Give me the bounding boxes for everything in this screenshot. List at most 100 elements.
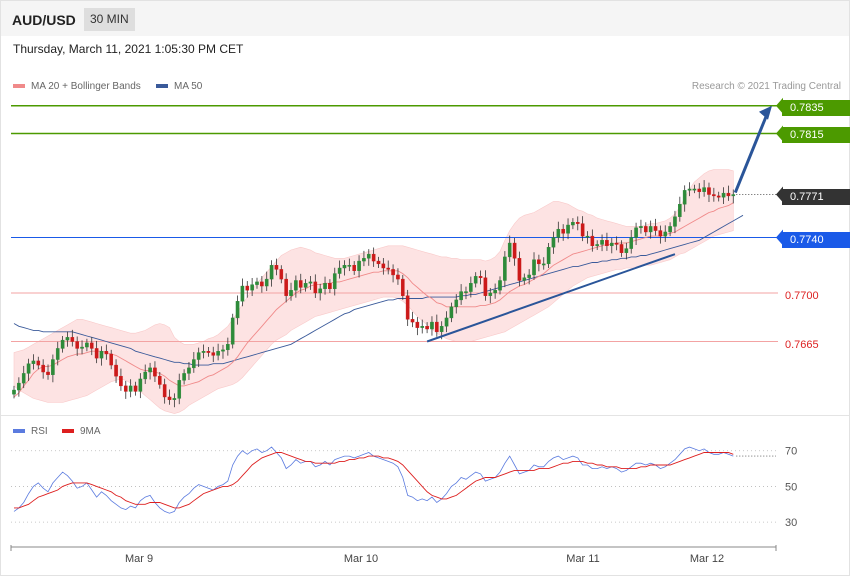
candle-body <box>167 396 172 400</box>
candle-body <box>571 222 575 226</box>
candle-body <box>36 360 41 366</box>
candle-body <box>99 351 104 359</box>
candle-body <box>284 278 288 296</box>
candle-body <box>337 267 342 274</box>
candle-body <box>561 228 565 234</box>
candle-body <box>488 292 493 296</box>
candle-body <box>177 380 182 399</box>
candle-body <box>75 341 79 349</box>
candle-body <box>624 248 629 253</box>
candle-body <box>546 247 551 265</box>
candle-body <box>541 263 546 266</box>
candle-body <box>731 194 736 197</box>
panel-divider <box>1 415 849 416</box>
candle-body <box>245 285 250 291</box>
candle-body <box>123 385 128 392</box>
x-tick-label: Mar 9 <box>125 553 153 565</box>
candle-body <box>644 226 648 233</box>
candle-body <box>357 260 361 271</box>
candle-body <box>575 222 580 224</box>
candle-body <box>308 281 313 284</box>
candle-body <box>483 277 488 296</box>
candle-body <box>89 342 94 349</box>
candle-body <box>21 373 26 384</box>
candle-body <box>629 237 634 249</box>
candle-body <box>716 195 721 198</box>
candle-body <box>347 265 352 267</box>
candle-body <box>595 244 599 247</box>
current-price-tag: 0.7771 <box>782 189 850 205</box>
rsi-ma9-line <box>14 452 734 509</box>
candle-body <box>697 188 702 192</box>
level-s1-label: 0.7700 <box>785 290 819 302</box>
candle-body <box>230 317 235 345</box>
candle-body <box>493 289 497 294</box>
legend-ma9-label: 9MA <box>80 426 101 437</box>
legend-rsi-label: RSI <box>31 426 48 437</box>
candle-body <box>240 285 245 302</box>
x-tick-label: Mar 11 <box>566 553 599 565</box>
candle-body <box>648 226 653 233</box>
candle-body <box>109 353 113 366</box>
ma50-line <box>13 214 744 366</box>
level-s2-label: 0.7665 <box>785 339 819 351</box>
rsi-tick-label: 30 <box>785 517 797 529</box>
candle-body <box>294 280 298 291</box>
candle-body <box>707 187 711 195</box>
candle-body <box>133 385 138 392</box>
candle-body <box>162 384 167 398</box>
candle-body <box>138 378 143 392</box>
candle-body <box>634 227 638 238</box>
candle-body <box>639 226 643 228</box>
candle-body <box>605 240 609 247</box>
candle-body <box>17 382 21 391</box>
candle-body <box>157 375 162 385</box>
candle-body <box>517 258 522 281</box>
candle-body <box>211 352 216 356</box>
candle-body <box>323 283 327 290</box>
candle-body <box>430 321 434 330</box>
candle-body <box>371 253 376 262</box>
candle-body <box>318 288 322 294</box>
rsi-tick-label: 50 <box>785 481 797 493</box>
candle-body <box>313 281 318 294</box>
legend-rsi: RSI <box>13 426 48 437</box>
candle-body <box>653 226 658 231</box>
candle-body <box>585 235 590 238</box>
timeframe-button[interactable]: 30 MIN <box>84 8 135 31</box>
candle-body <box>235 301 240 319</box>
candle-body <box>580 223 585 237</box>
candle-body <box>396 274 400 280</box>
candle-body <box>332 273 337 290</box>
level-tag-pointer-r2 <box>776 97 783 114</box>
candle-body <box>420 326 425 328</box>
candle-body <box>303 283 308 288</box>
candle-body <box>532 259 536 276</box>
target-arrow-shaft <box>733 111 770 194</box>
candle-body <box>512 242 517 259</box>
x-tick-label: Mar 12 <box>690 553 724 565</box>
legend-ma20-label: MA 20 + Bollinger Bands <box>31 81 141 92</box>
legend-ma50: MA 50 <box>156 81 202 92</box>
candle-body <box>376 260 381 265</box>
candle-body <box>65 337 70 341</box>
candle-body <box>172 398 177 400</box>
candle-body <box>26 363 31 374</box>
candle-body <box>85 342 89 348</box>
candle-body <box>289 289 293 296</box>
candle-body <box>206 351 211 353</box>
legend-ma9: 9MA <box>62 426 101 437</box>
candle-body <box>415 321 420 328</box>
candle-body <box>682 190 687 205</box>
candle-body <box>226 344 230 351</box>
candle-body <box>687 188 692 191</box>
legend-ma50-label: MA 50 <box>174 81 203 92</box>
legend-ma20: MA 20 + Bollinger Bands <box>13 81 141 92</box>
candle-body <box>255 281 259 285</box>
candle-body <box>80 346 84 349</box>
candle-body <box>328 283 332 290</box>
candle-body <box>658 230 663 237</box>
candle-body <box>692 188 697 191</box>
candle-body <box>250 284 254 291</box>
candle-body <box>410 319 415 323</box>
